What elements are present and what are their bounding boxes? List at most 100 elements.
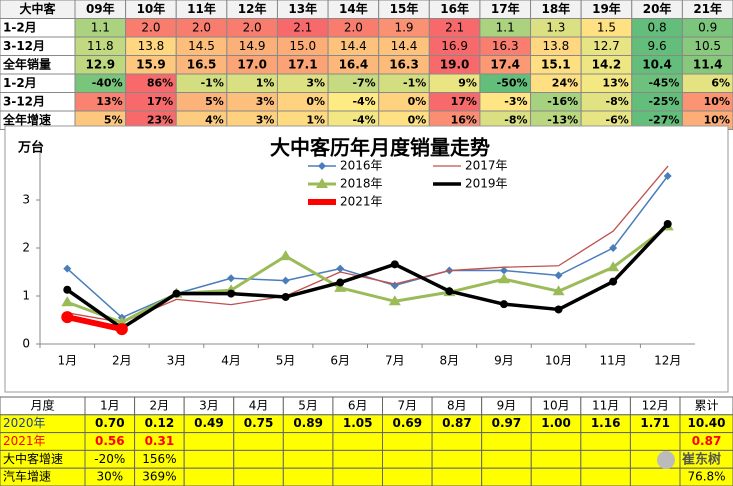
cell-text: 1.1: [496, 20, 515, 34]
legend-label: 2018年: [340, 177, 383, 191]
cell: [580, 449, 631, 469]
header-text: 8月: [447, 398, 467, 412]
header-text: 10月: [542, 398, 569, 412]
marker: [281, 276, 290, 285]
marker: [554, 271, 563, 280]
cell-text: 14.5: [188, 39, 215, 53]
cell: [332, 467, 383, 486]
cell-text: 1.9: [394, 20, 413, 34]
series-line: [64, 314, 125, 333]
cell: [233, 449, 284, 469]
legend-label: 2016年: [340, 159, 383, 173]
cell-text: 3%: [256, 95, 275, 108]
marker: [499, 266, 508, 275]
cell-text: 0.87: [442, 416, 472, 430]
cell: [233, 467, 284, 486]
cell-text: 0.87: [692, 434, 722, 448]
marker: [172, 289, 181, 298]
marker: [499, 300, 508, 309]
x-tick-label: 12月: [654, 354, 681, 368]
header-text: 3月: [199, 398, 219, 412]
cell-text: 0.12: [145, 416, 175, 430]
cell-text: 2.0: [141, 20, 160, 34]
header-text: 11年: [187, 1, 216, 16]
row-label: 2021年: [3, 434, 46, 448]
watermark: 崔东树: [657, 451, 721, 469]
cell: [629, 432, 681, 451]
cell-text: 1.16: [591, 416, 621, 430]
cell-text: 12.9: [86, 57, 116, 71]
cell: [431, 449, 483, 469]
y-tick-label: 3: [22, 193, 30, 207]
cell-text: 0.9: [698, 20, 717, 34]
marker: [609, 277, 618, 286]
x-tick-label: 5月: [276, 354, 296, 368]
header-text: 11月: [592, 398, 619, 412]
marker: [390, 260, 399, 269]
cell: [580, 467, 631, 486]
marker: [61, 311, 74, 324]
bottom-table: 月度 1月 2月 3月 4月 5月 6月 7月 8月 9月 10月 11月 12月 累计 2020年 0.70…: [0, 396, 733, 486]
marker: [609, 244, 618, 252]
cell-text: 17%: [451, 95, 477, 108]
cell: [431, 432, 483, 451]
cell: [530, 432, 582, 451]
cell-text: 23%: [147, 113, 173, 126]
row-label: 大中客增速: [3, 451, 63, 466]
watermark-icon: [657, 451, 675, 469]
marker: [445, 287, 454, 296]
row-label: 3-12月: [3, 94, 45, 108]
marker: [663, 172, 672, 180]
cell-text: 10.40: [688, 416, 726, 430]
cell: [481, 449, 532, 469]
x-tick-label: 3月: [167, 354, 187, 368]
cell: [183, 432, 235, 451]
marker: [607, 261, 620, 272]
header-text: 1月: [100, 398, 120, 412]
cell: [233, 432, 284, 451]
cell-text: -1%: [201, 76, 224, 89]
cell-text: 76.8%: [687, 470, 725, 484]
cell-text: 11.8: [87, 39, 114, 53]
cell-text: -4%: [352, 113, 375, 126]
top-table: 大中客 09年 10年 11年 12年 13年 14年 15年 16年 17年 18年 19年 20年 2…: [0, 0, 733, 130]
cell-text: -40%: [92, 76, 123, 89]
cell-text: 0.56: [95, 434, 125, 448]
header-text: 月度: [30, 397, 54, 412]
header-text: 15年: [390, 1, 419, 16]
cell-text: -25%: [648, 95, 679, 108]
marker: [63, 285, 72, 294]
marker: [336, 264, 345, 273]
cell-text: 6%: [711, 76, 730, 89]
cell-text: 0.97: [492, 416, 522, 430]
header-text: 5月: [298, 398, 318, 412]
cell: [530, 449, 582, 469]
header-text: 18年: [541, 1, 570, 16]
cell-text: 16.9: [441, 39, 468, 53]
cell-text: -50%: [497, 76, 528, 89]
cell-text: -1%: [403, 76, 426, 89]
cell-text: 15.0: [289, 39, 316, 53]
header-text: 09年: [86, 1, 115, 16]
header-text: 21年: [693, 1, 722, 16]
marker: [115, 323, 128, 336]
cell-text: 1.5: [597, 20, 616, 34]
y-axis-label: 万台: [17, 140, 44, 156]
row-label: 2020年: [3, 416, 46, 430]
cell-text: -4%: [352, 95, 375, 108]
marker: [227, 274, 236, 283]
x-tick-label: 11月: [599, 354, 626, 368]
cell-text: 1.05: [343, 416, 373, 430]
cell-text: 16.3: [492, 39, 519, 53]
cell-text: 0.8: [648, 20, 667, 34]
marker: [279, 250, 292, 261]
marker: [554, 305, 563, 314]
header-text: 20年: [643, 1, 672, 16]
legend-label: 2017年: [465, 159, 508, 173]
cell: [679, 467, 733, 486]
cell: [629, 467, 681, 486]
cell: [183, 449, 235, 469]
cell: [431, 467, 483, 486]
cell-text: 156%: [142, 452, 176, 466]
